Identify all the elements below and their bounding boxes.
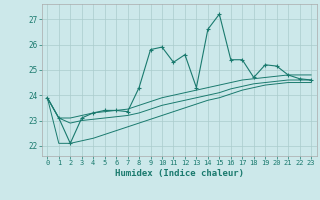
X-axis label: Humidex (Indice chaleur): Humidex (Indice chaleur): [115, 169, 244, 178]
